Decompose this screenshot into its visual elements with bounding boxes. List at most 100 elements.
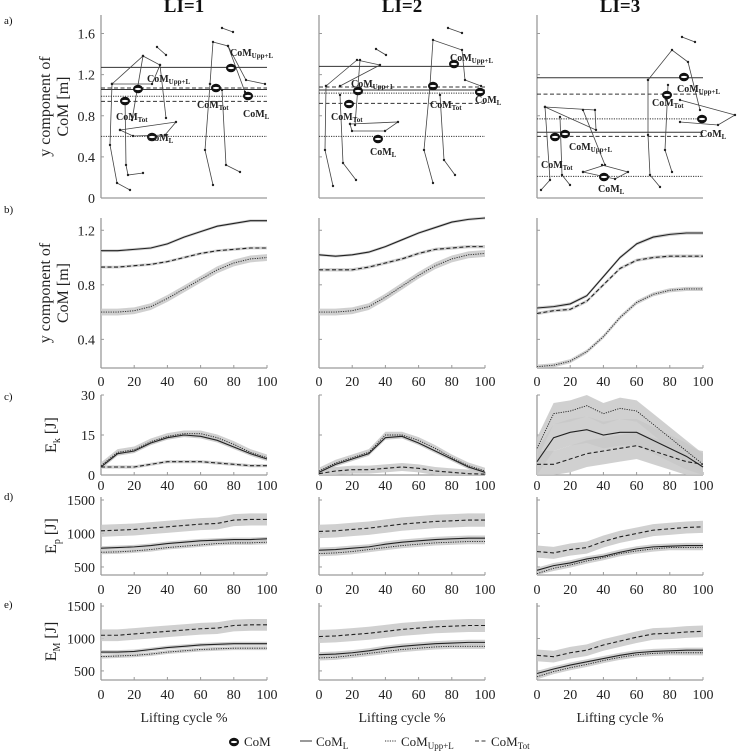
com-annotation-tot: CoMTot: [331, 112, 363, 124]
joint-dot: [203, 148, 207, 152]
marker-band: [227, 66, 235, 70]
sd-band-com_upp+l: [537, 286, 703, 368]
marker-band: [354, 89, 362, 93]
panel-b-col1: 0.4 0.8 1.2 0 20 40 60 80 100: [78, 218, 278, 390]
annotation-subscript: L: [620, 188, 625, 196]
y-tick-label: 1.2: [78, 224, 96, 239]
annotation-subscript: Tot: [219, 104, 230, 112]
x-tick-label: 100: [693, 479, 714, 494]
joint-dot: [600, 163, 604, 167]
annotation-subscript: Tot: [563, 164, 574, 172]
joint-dot: [693, 40, 697, 44]
column-title-li2: LI=2: [382, 0, 422, 17]
joint-dot: [131, 134, 135, 138]
x-tick-label: 0: [98, 583, 105, 598]
annotation-com: CoM: [116, 112, 138, 123]
joint-dot: [716, 123, 720, 127]
y-tick-label: 0.4: [78, 151, 96, 166]
annotation-com: CoM: [197, 100, 219, 111]
joint-dot: [686, 60, 690, 64]
joint-dot: [646, 78, 650, 82]
y-axis-label-e: EM [J]: [43, 622, 63, 662]
segment: [375, 48, 387, 56]
com-marker-icon: [475, 87, 485, 97]
ylabel-main: E: [43, 652, 60, 662]
sd-band-com_upp+l: [101, 540, 267, 555]
joint-dot: [244, 78, 248, 82]
annotation-com: CoM: [541, 160, 563, 171]
x-tick-label: 40: [160, 688, 174, 703]
com-annotation-tot: CoMTot: [430, 100, 462, 112]
joint-dot: [560, 173, 564, 177]
legend-label-main: CoM: [244, 734, 271, 749]
ylabel-subscript: M: [52, 643, 63, 652]
x-tick-label: 60: [194, 688, 208, 703]
legend-label: CoMUpp+L: [401, 734, 454, 751]
com-marker-icon: [226, 63, 236, 73]
annotation-com: CoM: [598, 184, 620, 195]
x-tick-label: 0: [534, 688, 541, 703]
x-tick-label: 20: [563, 375, 577, 390]
joint-dot: [211, 40, 215, 44]
legend-label: CoMTot: [491, 734, 530, 751]
joint-dot: [358, 58, 362, 62]
joint-dot: [164, 116, 168, 120]
joint-dot: [263, 82, 267, 86]
joint-dot: [338, 84, 342, 88]
sd-band-com_tot: [537, 520, 703, 559]
panel-letter-a: a): [4, 15, 13, 27]
x-tick-label: 0: [316, 688, 323, 703]
x-tick-label: 60: [630, 375, 644, 390]
stick-figure-5: [539, 105, 630, 192]
series-line-com_l: [100, 434, 268, 468]
joint-dot: [422, 148, 426, 152]
x-tick-label: 60: [630, 688, 644, 703]
joint-dot: [431, 38, 435, 42]
x-tick-label: 20: [127, 375, 141, 390]
x-tick-label: 0: [98, 375, 105, 390]
joint-dot: [733, 113, 737, 117]
series-line-com_l: [536, 232, 703, 309]
com-annotation-tot: CoMTot: [197, 100, 229, 112]
series-line-com_tot: [318, 624, 485, 638]
sd-band-com_tot: [537, 625, 703, 663]
panel-letter-b: b): [4, 204, 14, 216]
annotation-com: CoM: [652, 98, 674, 109]
joint-dot: [460, 31, 464, 35]
joint-dot: [396, 120, 400, 124]
joint-dot: [353, 123, 357, 127]
x-tick-label: 0: [534, 375, 541, 390]
legend-label-main: CoM: [316, 734, 343, 749]
joint-dot: [568, 183, 572, 187]
annotation-subscript: L: [392, 151, 397, 159]
x-axis-label: Lifting cycle %: [140, 711, 227, 726]
panel-e-col2: 0 20 40 60 80 100: [316, 603, 496, 703]
x-tick-label: 20: [563, 583, 577, 598]
joint-dot: [698, 108, 702, 112]
y-tick-label: 0.4: [78, 333, 96, 348]
annotation-com: CoM: [430, 100, 452, 111]
ylabel-subscript: k: [52, 438, 63, 443]
x-tick-label: 40: [596, 479, 610, 494]
joint-dot: [350, 129, 354, 133]
annotation-subscript: Tot: [674, 102, 685, 110]
marker-band: [551, 135, 559, 139]
legend-label: CoML: [316, 734, 348, 751]
segment: [647, 49, 701, 111]
joint-dot: [594, 128, 598, 132]
joint-dot: [108, 143, 112, 147]
com-annotation-l: CoML: [700, 129, 727, 141]
legend-label-subscript: L: [343, 741, 349, 751]
joint-dot: [442, 158, 446, 162]
com-marker-icon: [679, 72, 689, 82]
joint-dot: [558, 115, 562, 119]
joint-dot: [463, 78, 467, 82]
x-tick-label: 40: [378, 375, 392, 390]
series-line-com_l: [318, 435, 486, 473]
segment: [582, 164, 630, 180]
legend-label-subscript: Upp+L: [428, 741, 454, 751]
segment: [540, 106, 551, 191]
series-line-com_tot: [101, 461, 267, 468]
series-line-com_l: [536, 544, 703, 571]
legend: CoM CoML CoMUpp+L CoMTot: [229, 734, 530, 751]
